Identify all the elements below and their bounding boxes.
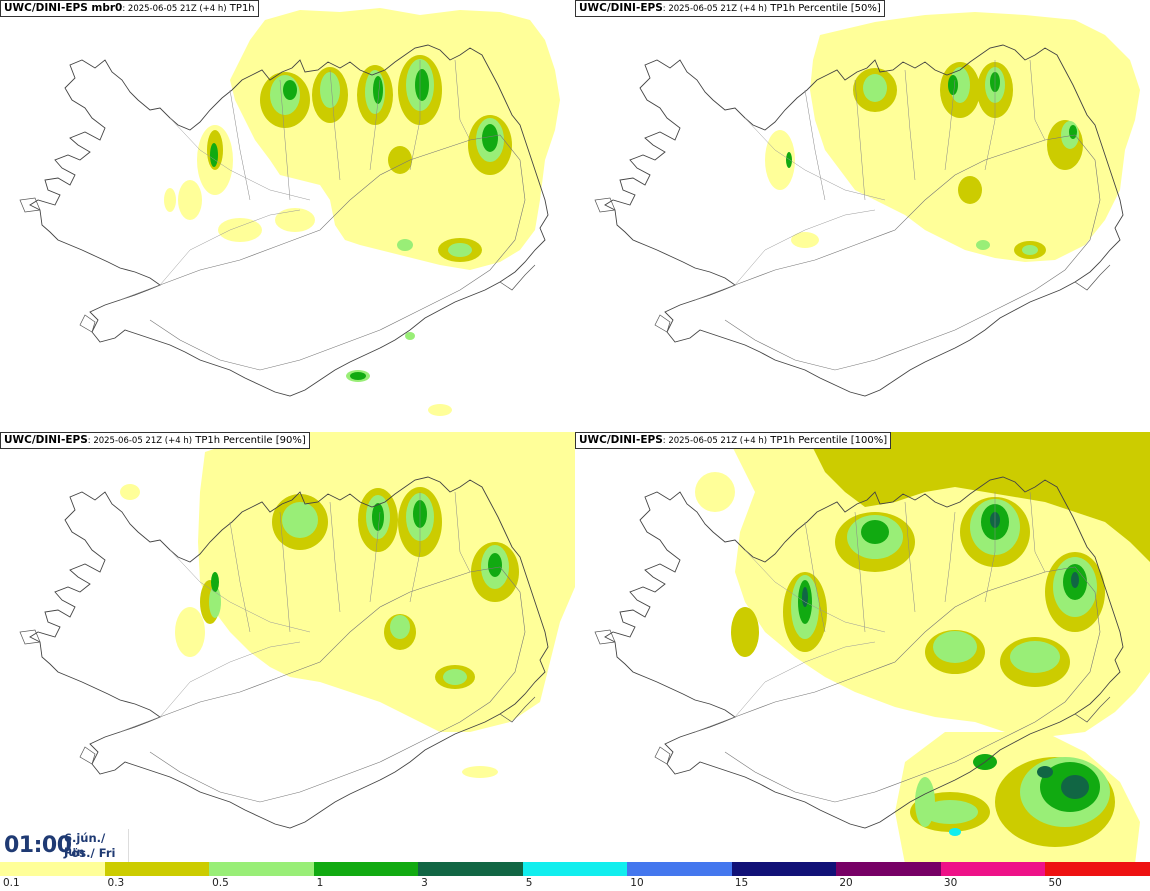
valid-time: 01:00 — [4, 833, 72, 858]
legend-label: 15 — [734, 877, 749, 889]
map-panel-p50: UWC/DINI-EPS: 2025-06-05 21Z (+4 h) TP1h… — [575, 0, 1150, 432]
precip-light — [164, 8, 560, 416]
map-panel-p100: UWC/DINI-EPS: 2025-06-05 21Z (+4 h) TP1h… — [575, 432, 1150, 864]
precipitation-map — [594, 12, 1140, 397]
legend-swatch — [940, 862, 1046, 876]
legend-label: 0.5 — [212, 877, 229, 889]
precipitation-map — [19, 432, 575, 829]
legend-swatch — [313, 862, 419, 876]
legend-swatch — [731, 862, 837, 876]
legend-swatch — [0, 862, 105, 876]
legend-swatch — [627, 862, 732, 876]
legend-swatch — [209, 862, 314, 876]
legend-swatch — [104, 862, 210, 876]
legend-label: 3 — [421, 877, 428, 889]
legend-label: 20 — [839, 877, 853, 889]
legend-swatch — [1045, 862, 1150, 876]
valid-date: 6.jún./ Jun — [64, 831, 106, 859]
map-panel-p90: UWC/DINI-EPS: 2025-06-05 21Z (+4 h) TP1h… — [0, 432, 575, 864]
legend-label: 30 — [943, 877, 958, 889]
legend-swatch — [836, 862, 941, 876]
legend-label: 0.3 — [107, 877, 125, 889]
map-panel-mbr0: UWC/DINI-EPS mbr0: 2025-06-05 21Z (+4 h)… — [0, 0, 575, 432]
valid-time-box: 01:00 6.jún./ Jun Fös./ Fri — [0, 829, 129, 862]
legend-label: 1 — [316, 877, 324, 889]
panel-title: UWC/DINI-EPS: 2025-06-05 21Z (+4 h) TP1h… — [0, 432, 310, 449]
valid-weekday: Fös./ Fri — [64, 846, 116, 860]
panel-title: UWC/DINI-EPS: 2025-06-05 21Z (+4 h) TP1h… — [575, 0, 885, 17]
legend-swatch — [418, 862, 523, 876]
legend-label: 50 — [1048, 877, 1062, 889]
legend-label: 10 — [630, 877, 644, 889]
color-legend: 0.1 0.3 0.5 1 3 5 10 15 20 30 50 — [0, 862, 1150, 891]
precipitation-map — [19, 8, 560, 416]
legend-label: 0.1 — [3, 877, 20, 889]
legend-color-bar — [0, 862, 1150, 876]
panel-title: UWC/DINI-EPS mbr0: 2025-06-05 21Z (+4 h)… — [0, 0, 259, 17]
precip-green — [210, 69, 498, 380]
panel-title: UWC/DINI-EPS: 2025-06-05 21Z (+4 h) TP1h… — [575, 432, 892, 449]
legend-label: 5 — [525, 877, 533, 889]
legend-swatch — [522, 862, 628, 876]
precipitation-map — [594, 432, 1150, 864]
